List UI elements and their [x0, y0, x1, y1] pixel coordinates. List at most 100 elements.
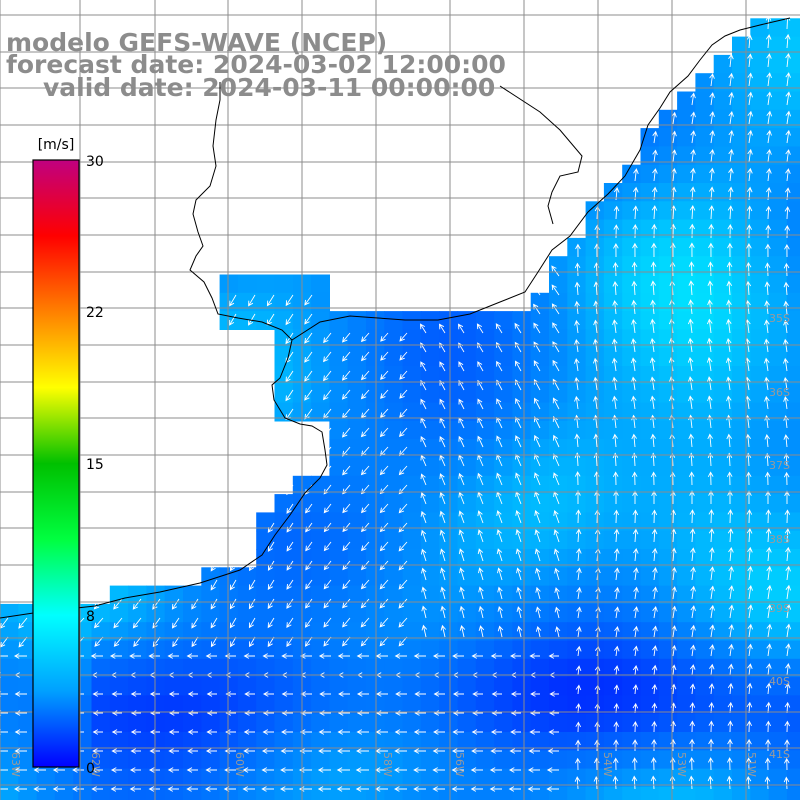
speed-cell: [36, 768, 56, 788]
speed-cell: [512, 750, 532, 770]
wind-arrow: [745, 471, 752, 486]
wind-arrow: [631, 318, 637, 334]
speed-cell: [128, 658, 147, 678]
wind-arrow: [420, 492, 427, 505]
speed-cell: [732, 494, 751, 513]
speed-cell: [622, 457, 642, 477]
wind-arrow: [323, 541, 332, 552]
coastline: [0, 17, 791, 619]
wind-arrow: [765, 701, 772, 714]
speed-cell: [695, 677, 715, 696]
speed-cell: [457, 640, 477, 660]
speed-cell: [274, 622, 294, 642]
speed-cell: [128, 603, 147, 623]
speed-cell: [494, 457, 513, 477]
wind-arrow: [90, 653, 103, 659]
speed-cell: [494, 640, 513, 660]
speed-cell: [768, 164, 788, 184]
speed-cell: [256, 658, 276, 678]
speed-cell: [0, 713, 19, 733]
speed-cell: [768, 677, 788, 696]
speed-cell: [713, 420, 733, 440]
wind-arrow: [439, 323, 446, 334]
wind-arrow: [244, 691, 255, 697]
speed-cell: [402, 402, 422, 422]
speed-cell: [713, 329, 733, 349]
speed-cell: [439, 530, 459, 550]
wind-arrow: [746, 509, 753, 524]
speed-cell: [549, 402, 568, 422]
wind-arrow: [612, 395, 618, 410]
speed-cell: [347, 713, 367, 733]
speed-cell: [164, 658, 184, 678]
wind-arrow: [171, 617, 180, 629]
wind-arrow: [688, 261, 695, 277]
speed-cell: [695, 347, 715, 367]
speed-cell: [695, 567, 715, 587]
colorbar-tick-label: 30: [86, 154, 104, 170]
speed-cell: [768, 201, 788, 221]
speed-cell: [786, 549, 800, 568]
wind-arrow: [632, 739, 638, 752]
speed-cell: [622, 219, 642, 239]
wind-arrow: [458, 529, 465, 543]
wind-arrow: [630, 357, 637, 372]
wind-arrow: [728, 604, 735, 619]
wind-arrow: [534, 548, 541, 562]
speed-cell: [164, 622, 184, 642]
speed-cell: [439, 457, 459, 477]
speed-cell: [768, 183, 788, 202]
speed-cell: [402, 750, 422, 770]
speed-cell: [146, 768, 166, 788]
wind-arrow: [726, 433, 732, 448]
speed-cell: [366, 347, 385, 367]
wind-arrow: [576, 606, 582, 619]
speed-cell: [201, 640, 221, 660]
wind-arrow: [360, 541, 370, 552]
speed-cell: [201, 732, 221, 751]
speed-cell: [475, 658, 495, 678]
wind-arrow: [171, 598, 180, 610]
speed-cell: [311, 549, 330, 568]
speed-cell: [585, 786, 605, 800]
speed-cell: [237, 750, 257, 770]
wind-arrow: [510, 710, 521, 716]
speed-cell: [768, 256, 788, 276]
speed-cell: [256, 603, 276, 623]
speed-cell: [768, 128, 788, 147]
speed-cell: [750, 658, 770, 678]
speed-cell: [420, 347, 440, 367]
speed-cell: [512, 603, 532, 623]
wind-arrow: [515, 435, 522, 448]
speed-cell: [713, 311, 733, 330]
speed-cell: [164, 677, 184, 696]
wind-arrow: [746, 527, 753, 543]
wind-arrow: [516, 567, 522, 581]
speed-cell: [164, 768, 184, 788]
speed-cell: [237, 311, 257, 330]
speed-cell: [622, 603, 642, 623]
speed-cell: [384, 603, 404, 623]
speed-cell: [274, 402, 294, 422]
wind-arrow: [633, 586, 639, 600]
speed-cell: [494, 695, 513, 715]
speed-cell: [750, 256, 770, 276]
wind-arrow: [765, 205, 772, 220]
wind-arrow: [242, 786, 255, 792]
wind-arrow: [651, 702, 658, 714]
speed-cell: [750, 732, 770, 751]
speed-cell: [786, 732, 800, 751]
lon-label: 62W: [89, 752, 102, 777]
speed-cell: [439, 475, 459, 495]
wind-arrow: [304, 332, 313, 344]
wind-arrow: [133, 636, 142, 648]
speed-cell: [622, 311, 642, 330]
speed-cell: [786, 201, 800, 221]
speed-cell: [603, 512, 623, 532]
wind-arrow: [286, 541, 294, 552]
wind-arrow: [458, 510, 465, 524]
speed-cell: [329, 329, 349, 349]
speed-cell: [768, 109, 788, 129]
speed-cell: [768, 18, 788, 38]
wind-arrow: [243, 653, 255, 659]
